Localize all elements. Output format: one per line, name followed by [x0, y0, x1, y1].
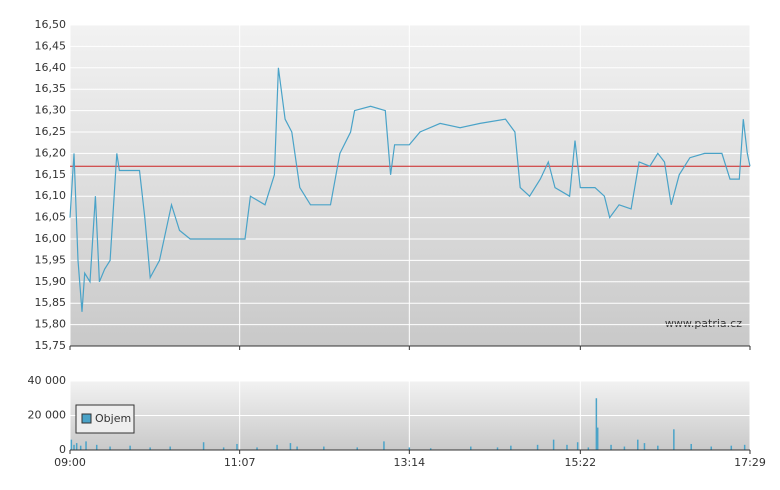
volume-bar	[510, 445, 512, 450]
x-tick-label: 15:22	[564, 456, 596, 469]
volume-bar	[595, 398, 598, 450]
y-tick-label: 16,35	[35, 82, 67, 95]
volume-bar	[73, 444, 75, 450]
y-tick-label: 16,25	[35, 125, 67, 138]
x-tick-label: 13:14	[393, 456, 425, 469]
volume-bar	[429, 448, 432, 450]
volume-bar	[356, 447, 358, 450]
volume-bar	[552, 439, 555, 450]
volume-bar	[289, 443, 292, 450]
y-tick-label: 16,30	[35, 104, 67, 117]
legend-box	[75, 404, 135, 434]
volume-bar	[566, 444, 568, 450]
y-tick-label: 15,80	[35, 318, 67, 331]
volume-bar	[596, 427, 599, 450]
y-tick-label: 15,85	[35, 296, 67, 309]
volume-bar	[730, 445, 733, 450]
y-tick-label: 0	[59, 443, 66, 456]
volume-bar	[85, 441, 87, 450]
volume-bar	[109, 446, 111, 450]
y-tick-label: 15,90	[35, 275, 67, 288]
volume-bar	[79, 445, 82, 450]
volume-bar	[710, 446, 713, 450]
volume-bar	[408, 447, 411, 450]
volume-bar	[323, 446, 325, 450]
volume-bar	[610, 444, 612, 450]
volume-bar	[276, 444, 278, 450]
y-tick-label: 15,75	[35, 339, 67, 352]
volume-bar	[690, 443, 692, 450]
y-tick-label: 16,50	[35, 18, 67, 31]
volume-bar	[222, 447, 225, 450]
volume-bar	[643, 443, 646, 450]
legend-label: Objem	[95, 412, 131, 425]
y-tick-label: 16,20	[35, 146, 67, 159]
x-tick-label: 17:29	[734, 456, 766, 469]
y-tick-label: 20 000	[28, 409, 67, 422]
legend: Objem	[75, 404, 135, 434]
volume-bar	[657, 445, 659, 450]
volume-bar	[169, 446, 171, 450]
volume-bar	[95, 444, 98, 450]
y-tick-label: 16,15	[35, 168, 67, 181]
volume-bar	[75, 443, 78, 450]
volume-bar	[743, 444, 746, 450]
volume-bar	[496, 447, 499, 450]
volume-bar	[236, 443, 238, 450]
y-tick-label: 16,40	[35, 61, 67, 74]
volume-bar	[536, 444, 539, 450]
volume-bar	[623, 446, 626, 450]
price-plot-area	[70, 25, 750, 346]
y-tick-label: 16,45	[35, 39, 67, 52]
x-tick-label: 09:00	[54, 456, 86, 469]
y-tick-label: 16,10	[35, 189, 67, 202]
x-tick-label: 11:07	[224, 456, 256, 469]
price-line	[69, 67, 751, 312]
volume-bar	[296, 446, 298, 450]
volume-bar	[673, 429, 675, 450]
volume-bar	[256, 447, 258, 450]
volume-bar	[576, 442, 579, 450]
volume-bar	[129, 445, 131, 450]
y-tick-label: 16,00	[35, 232, 67, 245]
volume-bar	[202, 442, 205, 450]
watermark: www.patria.cz	[665, 317, 742, 330]
volume-bar	[70, 439, 73, 450]
volume-bar	[587, 447, 590, 450]
legend-swatch	[81, 413, 92, 424]
volume-bar	[637, 439, 639, 450]
y-tick-label: 16,05	[35, 211, 67, 224]
volume-bar	[383, 441, 385, 450]
volume-bar	[149, 447, 151, 450]
y-tick-label: 15,95	[35, 253, 67, 266]
y-tick-label: 40 000	[28, 374, 67, 387]
volume-bar	[470, 446, 472, 450]
